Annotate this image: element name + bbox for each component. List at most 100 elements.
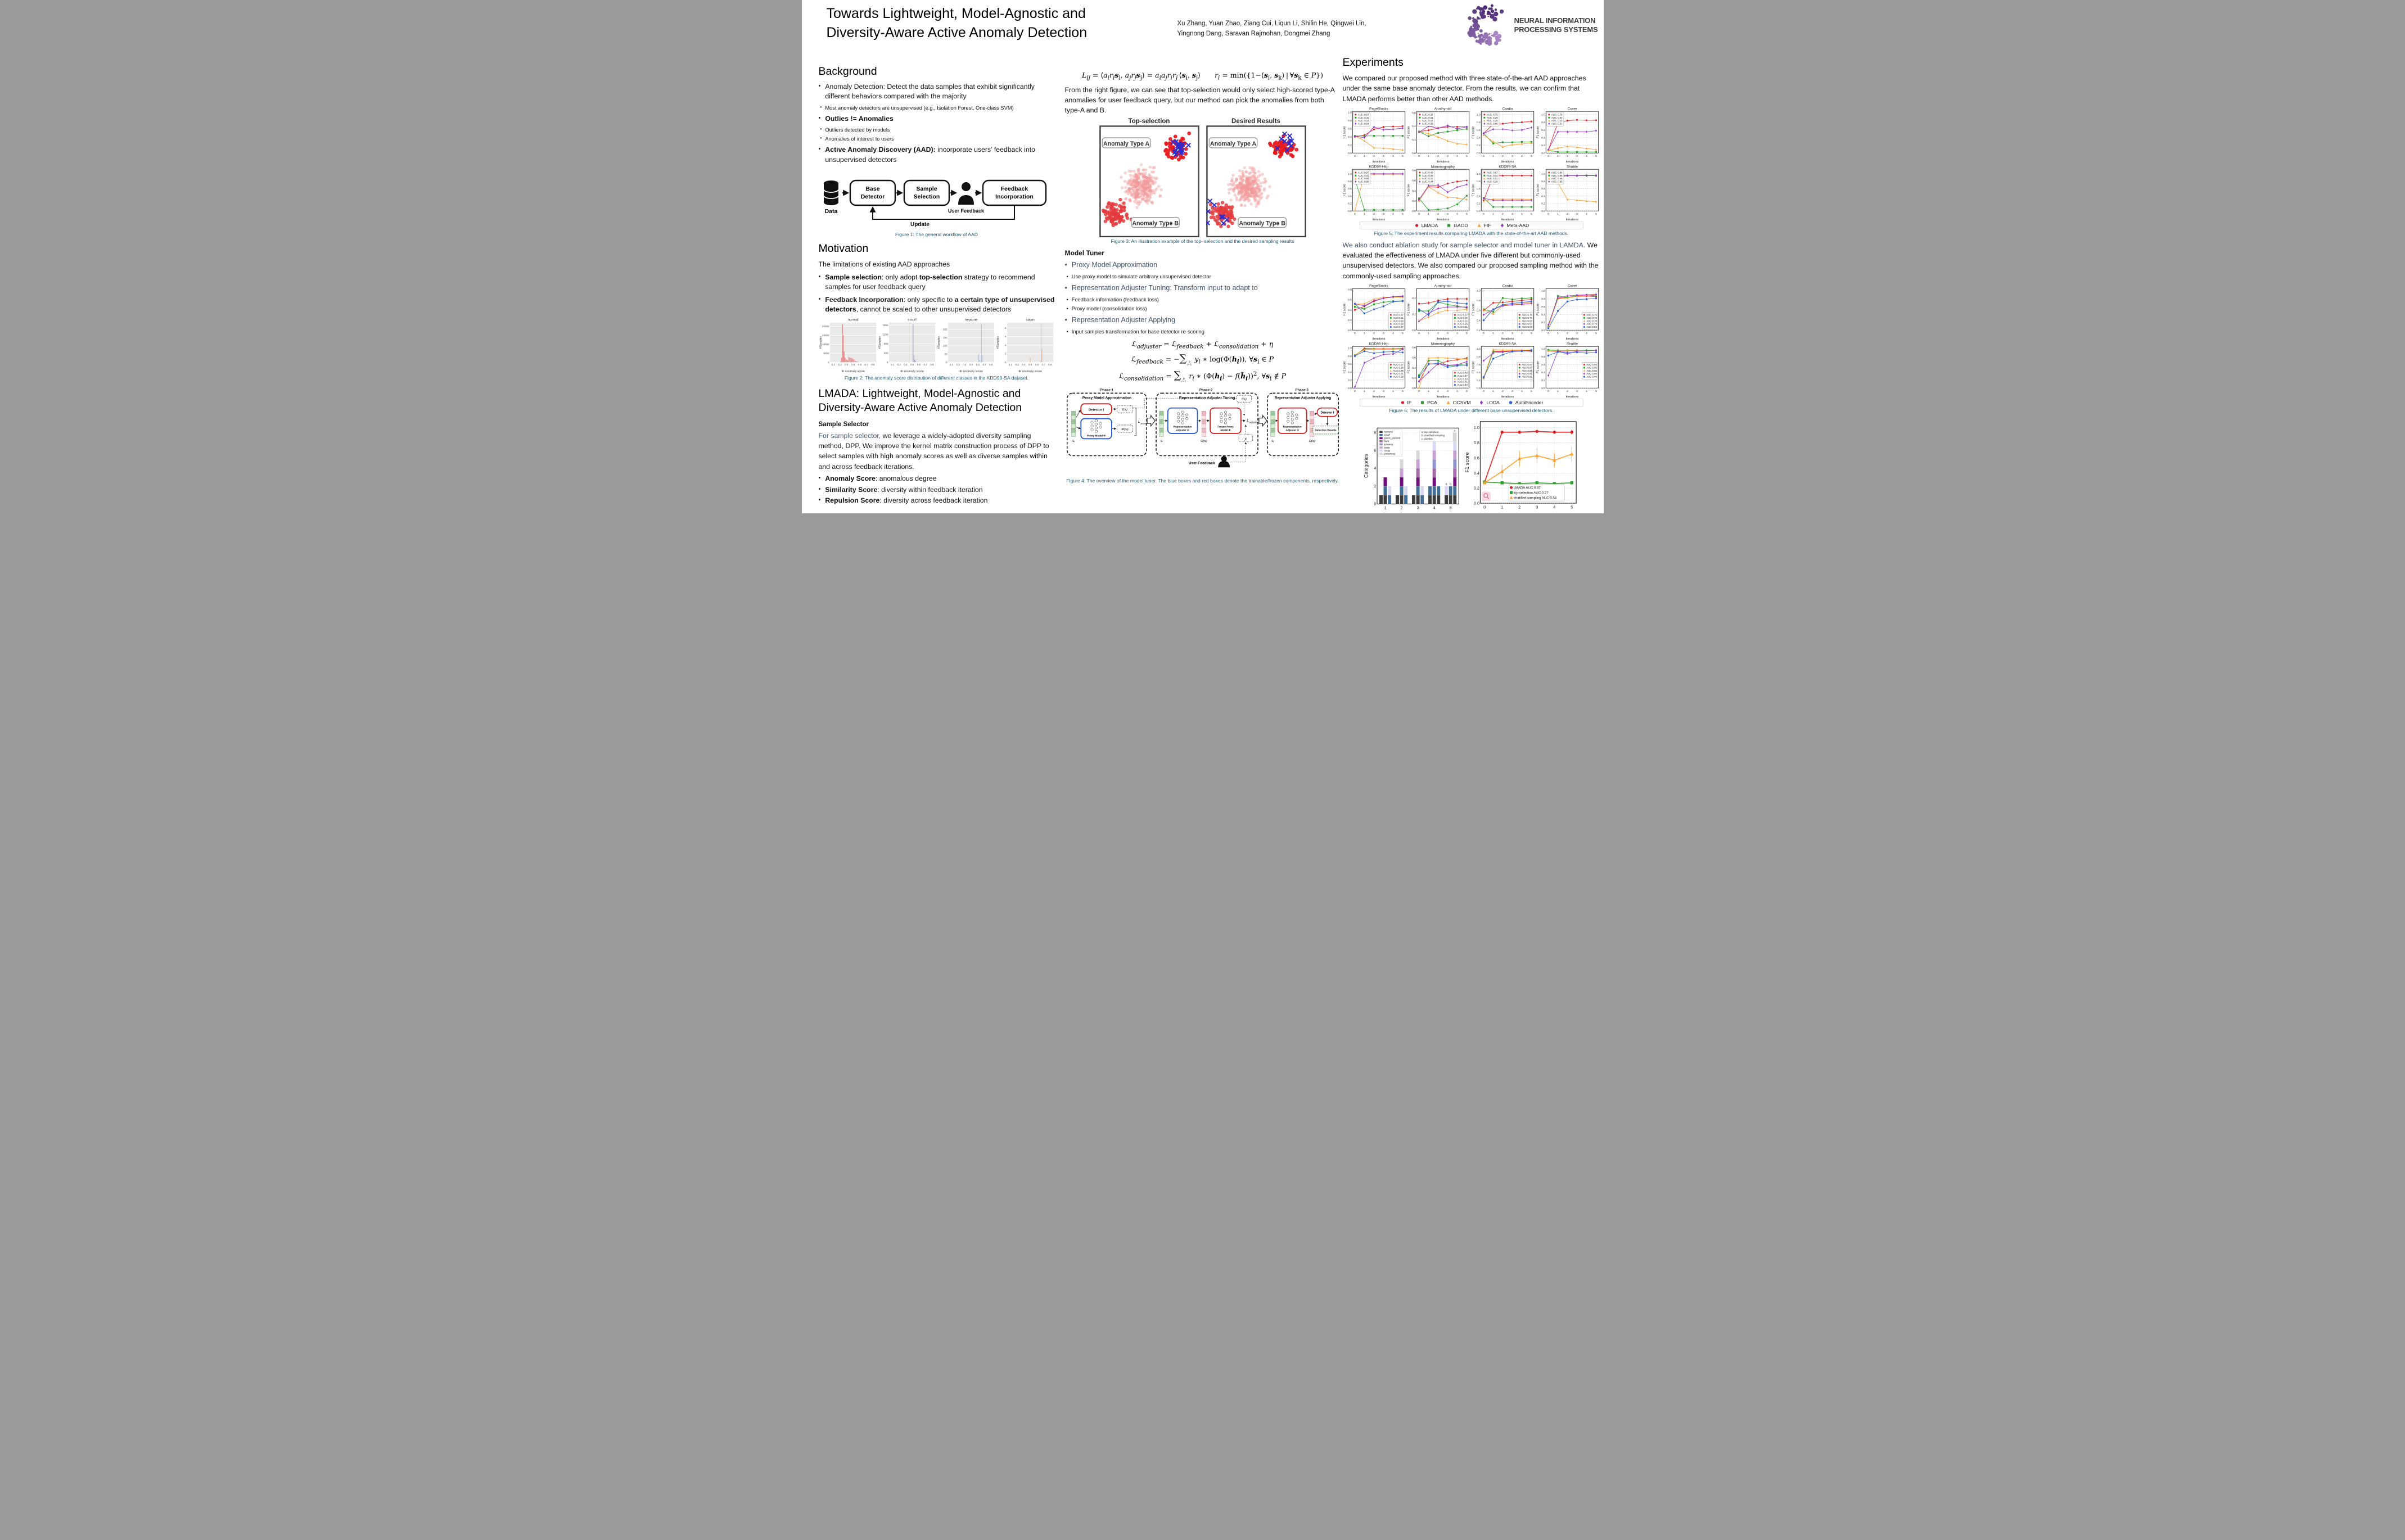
- svg-text:3: 3: [1383, 213, 1384, 216]
- svg-text:proxy: proxy: [1140, 422, 1147, 425]
- svg-text:PageBlocks: PageBlocks: [1369, 107, 1388, 111]
- svg-text:IF anomaly score: IF anomaly score: [900, 371, 923, 374]
- svg-text:iterations: iterations: [1372, 160, 1385, 164]
- svg-text:1: 1: [1428, 213, 1429, 216]
- svg-text:Model Φ: Model Φ: [1220, 429, 1230, 432]
- svg-text:5: 5: [1531, 213, 1532, 216]
- bullet-sample-selection: • Sample selection: only adopt top-select…: [818, 273, 1035, 291]
- svg-text:0.8: 0.8: [1348, 288, 1352, 292]
- svg-text:0.6: 0.6: [1348, 187, 1352, 191]
- svg-text:3: 3: [1511, 155, 1513, 158]
- svg-text:Adjuster Ω: Adjuster Ω: [1285, 429, 1299, 432]
- svg-text:5: 5: [1531, 332, 1532, 335]
- svg-text:0.8: 0.8: [1473, 440, 1479, 445]
- svg-text:0.6: 0.6: [976, 364, 980, 367]
- svg-text:0.2: 0.2: [1541, 321, 1545, 324]
- svg-text:KDD99-SA: KDD99-SA: [1499, 165, 1517, 169]
- svg-text:0.8: 0.8: [1541, 180, 1545, 183]
- sample-selector-paragraph: For sample selector, we leverage a widel…: [818, 431, 1049, 471]
- svg-text:2: 2: [1567, 390, 1568, 393]
- svg-text:Detector: Detector: [860, 193, 885, 200]
- mt-rescoring: • Input samples transformation for base d…: [1066, 328, 1204, 335]
- svg-text:2: 2: [1374, 485, 1376, 489]
- svg-text:AUC:0.67: AUC:0.67: [1522, 320, 1532, 323]
- svg-text:0.4: 0.4: [963, 364, 967, 367]
- svg-text:2: 2: [1400, 505, 1402, 511]
- omega-vector-icon: [1201, 411, 1206, 437]
- svg-text:3: 3: [1576, 155, 1578, 158]
- svg-text:0.6: 0.6: [1412, 112, 1416, 115]
- fig7-stacked-bar-chart: 024681234abc5iterationsCategoriesneptune…: [1364, 427, 1459, 511]
- svg-text:0: 0: [1547, 155, 1549, 158]
- detection-results-box: [1312, 426, 1339, 435]
- svg-text:F1 score: F1 score: [1472, 184, 1476, 196]
- svg-text:neptune: neptune: [965, 318, 978, 322]
- svg-text:AUC:0.96: AUC:0.96: [1393, 366, 1404, 369]
- svg-text:Proxy Model Approximation: Proxy Model Approximation: [1082, 396, 1131, 400]
- svg-text:Sample: Sample: [916, 186, 937, 192]
- svg-text:0.2: 0.2: [1477, 202, 1481, 206]
- svg-text:0.6: 0.6: [1541, 363, 1545, 367]
- loss-formula-consolidation: ℒconsolidation = ∑ b i=1 ri ∗ (Φ(hi) − f(h…: [1118, 370, 1287, 383]
- figure3-panel-desired-results: Desired Results Anomaly Type A Anomaly Ty…: [1206, 118, 1306, 237]
- svg-text:3: 3: [1576, 390, 1578, 393]
- svg-text:Detection Results: Detection Results: [1315, 429, 1337, 432]
- svg-text:0: 0: [1483, 390, 1484, 393]
- svg-text:0.2: 0.2: [1348, 202, 1352, 206]
- svg-text:#Samples: #Samples: [937, 336, 941, 349]
- svg-text:0.2: 0.2: [950, 364, 954, 367]
- svg-text:PageBlocks: PageBlocks: [1369, 284, 1388, 288]
- svg-text:Cover: Cover: [1567, 284, 1577, 288]
- svg-text:1: 1: [1557, 155, 1559, 158]
- fig6-kdd99http-chart: 0.0 0.2 0.4 0.6 0.8 1.0 0 1 2 3 4 5 KDD99-Http iterat…: [1343, 342, 1405, 398]
- svg-text:0.2: 0.2: [1541, 379, 1545, 382]
- svg-text:1.0: 1.0: [1477, 347, 1481, 351]
- svg-text:0.8: 0.8: [871, 364, 875, 367]
- svg-text:0.0: 0.0: [1348, 329, 1352, 332]
- svg-text:1.0: 1.0: [1348, 347, 1352, 350]
- svg-text:0.7: 0.7: [923, 364, 927, 367]
- svg-text:0.8: 0.8: [1541, 297, 1545, 301]
- svg-text:0: 0: [1483, 504, 1486, 509]
- svg-text:0.0: 0.0: [1541, 329, 1545, 332]
- svg-text:AUC: 0.31: AUC: 0.31: [1357, 174, 1369, 177]
- svg-text:3: 3: [1447, 213, 1449, 216]
- svg-text:2: 2: [1567, 332, 1568, 335]
- svg-text:KDD99-Http: KDD99-Http: [1369, 342, 1388, 346]
- svg-text:AUC:0.47: AUC:0.47: [1393, 326, 1404, 328]
- svg-text:4: 4: [1433, 505, 1435, 511]
- svg-text:0.4: 0.4: [1541, 313, 1545, 317]
- svg-text:guess_passwd: guess_passwd: [1384, 437, 1401, 440]
- fig5-shuttle-chart: 0.0 0.2 0.4 0.6 0.8 1.0 0 1 2 3 4 5 Shuttle iteration…: [1536, 165, 1599, 221]
- svg-text:Ω(sᵢ): Ω(sᵢ): [1308, 440, 1315, 443]
- svg-text:iterations: iterations: [1501, 160, 1514, 164]
- sample-selector-subheading: Sample Selector: [818, 421, 869, 428]
- fig6-annthyroid-chart: 0.0 0.2 0.4 0 1 2 3 4 5 Annthyroid iterations F1 sc…: [1407, 284, 1470, 341]
- svg-text:2: 2: [1373, 155, 1375, 158]
- svg-text:1: 1: [1557, 213, 1559, 216]
- fig5-mammography-chart: 0.0 0.2 0.4 0.6 0.8 0 1 2 3 4 5 Mammography iteratio…: [1407, 165, 1470, 221]
- bullet-anomaly-detection: • Anomaly Detection: Detect the data samp…: [818, 83, 1035, 101]
- svg-text:F1 score: F1 score: [1472, 304, 1476, 316]
- svg-text:1: 1: [1364, 213, 1365, 216]
- svg-text:Anomaly Type B: Anomaly Type B: [1132, 220, 1179, 227]
- base-detector-box: [849, 179, 896, 206]
- svg-text:0.8: 0.8: [1412, 169, 1416, 172]
- svg-text:3: 3: [1383, 390, 1384, 393]
- svg-text:1.0: 1.0: [1477, 290, 1481, 293]
- svg-text:IF anomaly score: IF anomaly score: [841, 371, 864, 374]
- svg-text:0.0: 0.0: [1348, 210, 1352, 213]
- svg-text:5: 5: [1571, 504, 1573, 509]
- svg-text:0.4: 0.4: [845, 364, 849, 367]
- svg-text:5: 5: [1466, 332, 1468, 335]
- svg-text:4: 4: [1392, 213, 1394, 216]
- svg-text:F1 score: F1 score: [1407, 361, 1411, 373]
- svg-text:Φ(sᵢ): Φ(sᵢ): [1121, 428, 1128, 431]
- svg-text:5: 5: [1402, 213, 1404, 216]
- legend-item-Meta-AAD: Meta-AAD: [1499, 223, 1529, 228]
- svg-text:IF anomaly score: IF anomaly score: [959, 371, 982, 374]
- authors: Xu Zhang, Yuan Zhao, Ziang Cui, Liqun Li…: [1177, 20, 1366, 37]
- svg-text:AUC:0.31: AUC:0.31: [1458, 326, 1468, 328]
- svg-text:0.4: 0.4: [1348, 371, 1352, 374]
- svg-text:0.2: 0.2: [1009, 364, 1013, 367]
